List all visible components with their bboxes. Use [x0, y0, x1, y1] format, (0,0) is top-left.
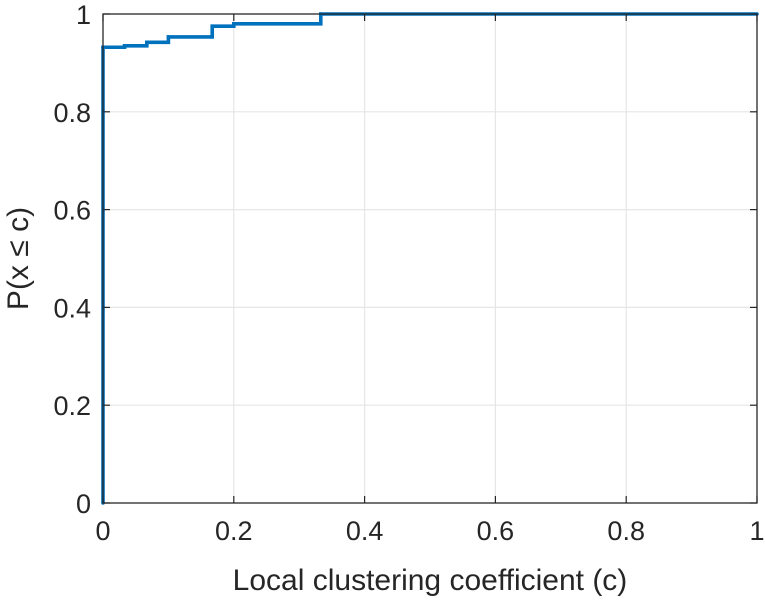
grid-lines: [103, 14, 757, 503]
cdf-step-point: [210, 24, 215, 29]
y-tick-label: 0.6: [53, 196, 91, 226]
x-tick-label: 0.6: [477, 516, 515, 546]
cdf-step-point: [232, 21, 236, 26]
y-tick-label: 0.8: [53, 98, 91, 128]
y-axis-label: P(x ≤ c): [2, 207, 35, 310]
axis-ticks: [102, 13, 758, 504]
cdf-step-point: [122, 43, 127, 48]
x-tick-label: 1: [749, 516, 764, 546]
cdf-step-point: [166, 35, 171, 39]
plot-frame: [102, 13, 758, 504]
x-axis-label: Local clustering coefficient (c): [233, 564, 628, 597]
y-tick-label: 0: [76, 489, 91, 519]
cdf-step-point: [145, 40, 149, 45]
x-tick-labels: 0 0.2 0.4 0.6 0.8 1: [95, 516, 764, 546]
y-tick-label: 0.2: [53, 391, 91, 421]
y-tick-labels: 0 0.2 0.4 0.6 0.8 1: [53, 0, 91, 519]
y-tick-label: 0.4: [53, 293, 91, 323]
x-tick-label: 0.2: [215, 516, 253, 546]
y-tick-label: 1: [76, 0, 91, 30]
x-tick-label: 0.8: [607, 516, 645, 546]
x-tick-label: 0: [95, 516, 110, 546]
cdf-step-line: [101, 12, 757, 503]
x-tick-label: 0.4: [346, 516, 384, 546]
series-layer: [101, 12, 759, 505]
